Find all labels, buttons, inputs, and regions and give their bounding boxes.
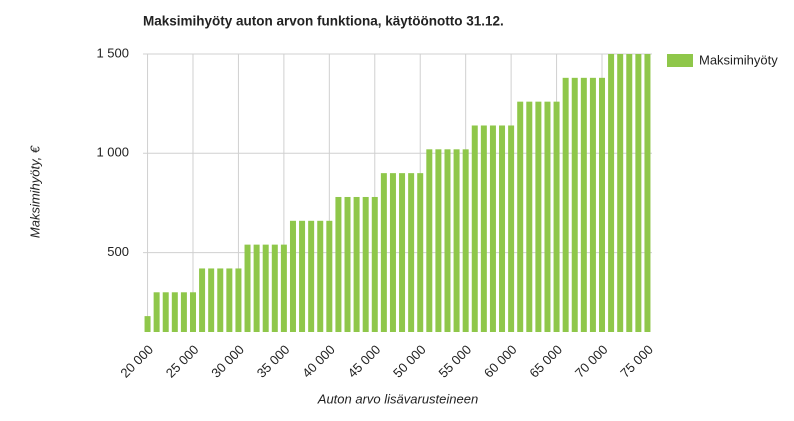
bar: [626, 54, 633, 332]
bar: [380, 173, 387, 332]
x-tick-label: 45 000: [345, 342, 384, 381]
y-axis-title: Maksimihyöty, €: [27, 145, 42, 238]
bar: [235, 268, 242, 332]
bar: [289, 220, 296, 332]
bar: [253, 244, 260, 332]
x-tick-label: 65 000: [526, 342, 565, 381]
bar: [171, 292, 178, 332]
bar: [335, 196, 342, 332]
bar: [535, 101, 542, 333]
bar: [308, 220, 315, 332]
bar: [544, 101, 551, 333]
bar: [617, 54, 624, 332]
x-tick-label: 60 000: [481, 342, 520, 381]
bar: [571, 77, 578, 332]
bar: [580, 77, 587, 332]
bar: [453, 149, 460, 332]
bar: [208, 268, 215, 332]
bar: [589, 77, 596, 332]
x-tick-label: 30 000: [208, 342, 247, 381]
bar: [353, 196, 360, 332]
bar: [371, 196, 378, 332]
bar: [499, 125, 506, 332]
legend-label: Maksimihyöty: [699, 52, 778, 67]
bar: [480, 125, 487, 332]
bar: [471, 125, 478, 332]
bar: [417, 173, 424, 332]
bar: [217, 268, 224, 332]
bar: [608, 54, 615, 332]
bar: [635, 54, 642, 332]
bar: [162, 292, 169, 332]
bar: [489, 125, 496, 332]
bar: [517, 101, 524, 333]
bar: [526, 101, 533, 333]
bar: [508, 125, 515, 332]
x-tick-label: 55 000: [435, 342, 474, 381]
bar: [599, 77, 606, 332]
bar: [189, 292, 196, 332]
bar: [244, 244, 251, 332]
x-tick-label: 50 000: [390, 342, 429, 381]
y-tick-label: 1 500: [96, 45, 129, 60]
x-tick-label: 20 000: [117, 342, 156, 381]
x-tick-label: 25 000: [163, 342, 202, 381]
bar: [299, 220, 306, 332]
bar: [262, 244, 269, 332]
x-axis-title: Auton arvo lisävarusteineen: [317, 391, 478, 406]
bar: [280, 244, 287, 332]
bar: [426, 149, 433, 332]
y-tick-label: 500: [107, 244, 129, 259]
bar: [462, 149, 469, 332]
bar: [553, 101, 560, 333]
bar: [271, 244, 278, 332]
bar: [362, 196, 369, 332]
bar: [180, 292, 187, 332]
x-tick-label: 70 000: [572, 342, 611, 381]
bar: [444, 149, 451, 332]
bar: [435, 149, 442, 332]
x-tick-label: 35 000: [254, 342, 293, 381]
x-tick-label: 75 000: [617, 342, 656, 381]
bar: [399, 173, 406, 332]
bar: [326, 220, 333, 332]
bar: [153, 292, 160, 332]
bar: [408, 173, 415, 332]
x-tick-label: 40 000: [299, 342, 338, 381]
bar: [344, 196, 351, 332]
bar: [226, 268, 233, 332]
bar: [389, 173, 396, 332]
bar: [317, 220, 324, 332]
bar: [144, 316, 151, 332]
bar: [644, 54, 651, 332]
bar: [199, 268, 206, 332]
y-tick-label: 1 000: [96, 145, 129, 160]
chart-title: Maksimihyöty auton arvon funktiona, käyt…: [143, 14, 504, 29]
legend-swatch: [667, 54, 693, 67]
bar: [562, 77, 569, 332]
